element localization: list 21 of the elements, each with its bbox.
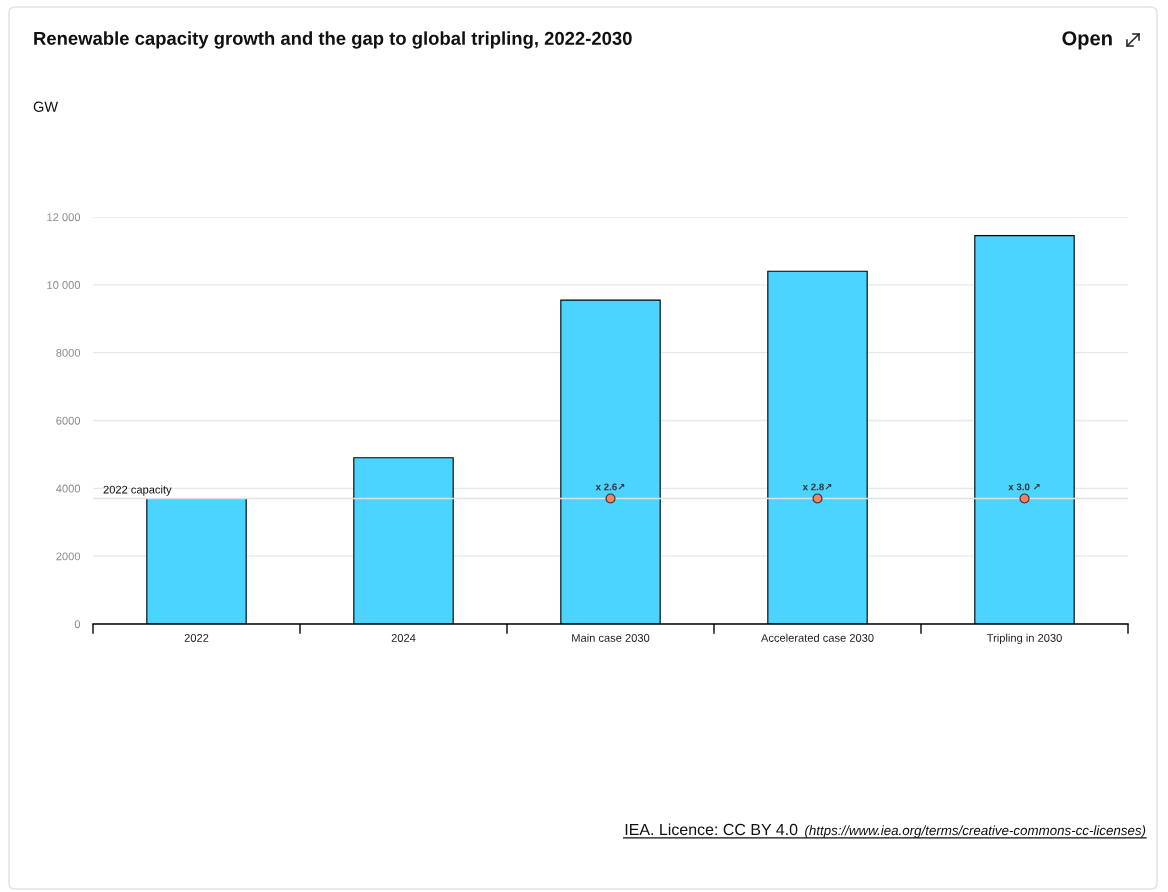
x-tick-label: 2022 [184,634,209,642]
text: IEA. Licence: CC BY 4.0 [625,823,798,836]
x-tick-label: 2024 [391,634,416,642]
y-tick-label: 6000 [56,416,81,425]
y-tick-label: 2000 [56,552,81,561]
chart-title: Renewable capacity growth and the gap to global tripling, 2022-2030 [34,31,632,49]
annotation: x 3.0 ↗ [1008,483,1040,491]
text: Open [1062,31,1112,50]
y-tick-label: 12 000 [47,213,81,222]
x-tick-label: Main case 2030 [572,633,650,642]
y-tick-label: 10 000 [47,281,81,289]
annotation: x 2.8↗ [802,483,832,491]
y-tick-label: 4000 [56,484,81,493]
text: GW [33,101,59,112]
ref-line-label: 2022 capacity [103,485,172,496]
y-tick-label: 0 [74,620,81,629]
annotation: x 2.6↗ [595,483,625,491]
x-tick-label: Accelerated case 2030 [761,633,874,642]
text: (https://www.iea.org/terms/creative-commons-cc-licenses) [805,825,1146,838]
y-tick-label: 8000 [56,348,81,357]
x-tick-label: Tripling in 2030 [986,633,1062,645]
